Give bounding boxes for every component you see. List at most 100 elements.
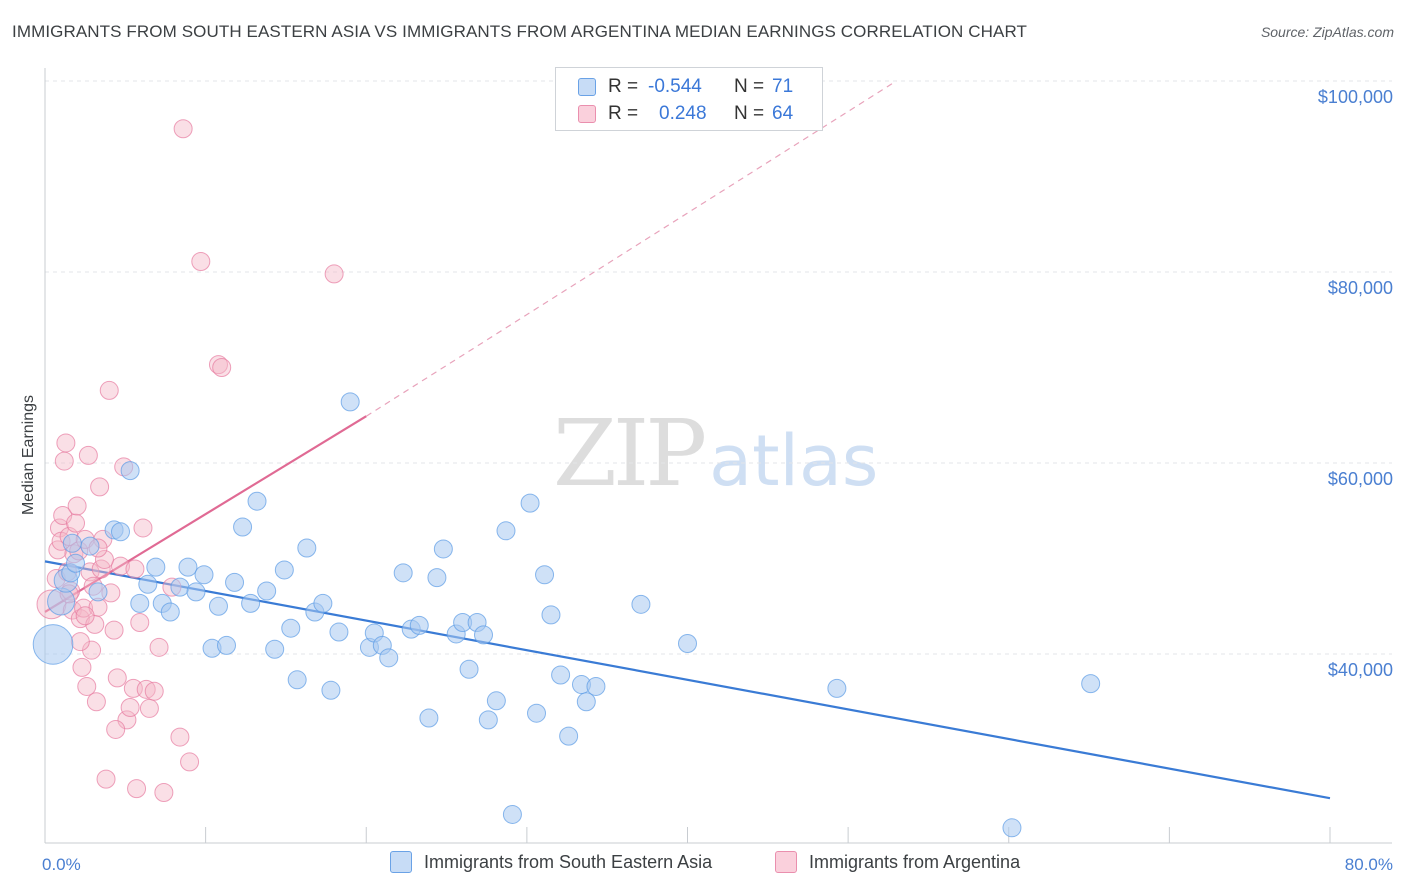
- point-sea: [32, 624, 74, 665]
- point-argentina: [74, 598, 94, 618]
- correlation-legend: R = -0.544 N = 71 R = 0.248 N = 64: [555, 67, 823, 131]
- point-sea: [138, 574, 158, 594]
- point-sea: [321, 680, 341, 700]
- point-sea: [66, 553, 86, 573]
- data-points: [32, 119, 1101, 838]
- point-argentina: [130, 612, 150, 632]
- point-sea: [225, 572, 245, 592]
- chart-title: IMMIGRANTS FROM SOUTH EASTERN ASIA VS IM…: [12, 22, 1028, 41]
- point-argentina: [149, 637, 169, 657]
- series-label-sea: Immigrants from South Eastern Asia: [424, 851, 713, 872]
- point-sea: [827, 678, 847, 698]
- y-tick-label: $40,000: [1328, 660, 1393, 680]
- point-sea: [535, 565, 555, 585]
- point-sea: [393, 563, 413, 583]
- grid-lines: [45, 80, 1392, 655]
- point-sea: [257, 581, 277, 601]
- point-sea: [217, 635, 237, 655]
- point-sea: [527, 703, 547, 723]
- point-sea: [130, 593, 150, 613]
- point-argentina: [90, 477, 110, 497]
- point-argentina: [139, 698, 159, 718]
- point-argentina: [120, 697, 140, 717]
- series-swatch-argentina: [775, 851, 797, 873]
- point-sea: [409, 615, 429, 635]
- point-sea: [110, 522, 130, 542]
- point-sea: [486, 691, 506, 711]
- legend-n-label: N =: [734, 103, 765, 124]
- legend-row-sea: R = -0.544 N = 71: [556, 74, 793, 100]
- point-argentina: [94, 549, 114, 569]
- point-argentina: [144, 681, 164, 701]
- point-argentina: [56, 433, 76, 453]
- point-sea: [120, 461, 140, 481]
- point-sea: [631, 594, 651, 614]
- point-sea: [1081, 674, 1101, 694]
- point-sea: [474, 625, 494, 645]
- point-sea: [520, 493, 540, 513]
- series-legend-sea[interactable]: Immigrants from South Eastern Asia: [390, 851, 712, 873]
- point-argentina: [70, 632, 90, 652]
- point-argentina: [67, 496, 87, 516]
- point-sea: [551, 665, 571, 685]
- point-sea: [678, 633, 697, 653]
- y-tick-label: $60,000: [1328, 469, 1393, 489]
- point-argentina: [96, 769, 116, 789]
- point-sea: [427, 568, 447, 588]
- series-legend-argentina[interactable]: Immigrants from Argentina: [775, 851, 1020, 873]
- point-sea: [502, 804, 522, 824]
- point-sea: [496, 521, 516, 541]
- point-argentina: [78, 445, 98, 465]
- legend-row-argentina: R = 0.248 N = 64: [556, 101, 793, 127]
- point-argentina: [180, 752, 200, 772]
- point-sea: [419, 708, 439, 728]
- point-argentina: [99, 380, 119, 400]
- point-argentina: [80, 562, 100, 582]
- point-sea: [478, 710, 498, 730]
- point-sea: [433, 539, 453, 559]
- point-argentina: [191, 251, 211, 271]
- point-sea: [233, 517, 253, 537]
- legend-n-label: N =: [734, 76, 765, 97]
- point-argentina: [136, 679, 156, 699]
- point-argentina: [54, 451, 74, 471]
- point-sea: [586, 676, 606, 696]
- point-sea: [559, 726, 579, 746]
- series-label-argentina: Immigrants from Argentina: [809, 851, 1021, 872]
- point-sea: [247, 491, 267, 511]
- point-argentina: [107, 668, 127, 688]
- point-sea: [340, 392, 360, 412]
- point-sea: [146, 557, 166, 577]
- point-sea: [186, 582, 206, 602]
- series-legend: Immigrants from South Eastern Asia Immig…: [0, 851, 1406, 877]
- legend-r-label: R =: [608, 103, 639, 124]
- point-sea: [194, 565, 214, 585]
- point-argentina: [117, 710, 137, 730]
- point-argentina: [110, 556, 130, 576]
- point-sea: [281, 618, 301, 638]
- point-argentina: [66, 513, 86, 533]
- point-sea: [329, 622, 349, 642]
- legend-r-value: 0.248: [659, 103, 707, 124]
- point-sea: [576, 692, 596, 712]
- point-sea: [62, 533, 82, 553]
- point-sea: [208, 596, 228, 616]
- point-argentina: [104, 620, 124, 640]
- point-argentina: [154, 782, 174, 802]
- point-argentina: [75, 606, 95, 626]
- axes: [44, 68, 1392, 844]
- point-argentina: [133, 518, 153, 538]
- point-sea: [1002, 818, 1022, 838]
- tick-labels: $40,000 $60,000 $80,000 $100,000 0.0% 80.0%: [42, 87, 1393, 874]
- point-argentina: [324, 264, 344, 284]
- trend-line-argentina-extension: [365, 80, 897, 417]
- point-sea: [297, 538, 317, 558]
- point-sea: [160, 602, 180, 622]
- point-argentina: [212, 358, 232, 377]
- point-argentina: [125, 559, 145, 579]
- point-sea: [47, 587, 76, 616]
- y-tick-label: $100,000: [1318, 87, 1393, 107]
- legend-n-value: 64: [772, 103, 794, 124]
- x-tick-label: 80.0%: [1345, 855, 1393, 874]
